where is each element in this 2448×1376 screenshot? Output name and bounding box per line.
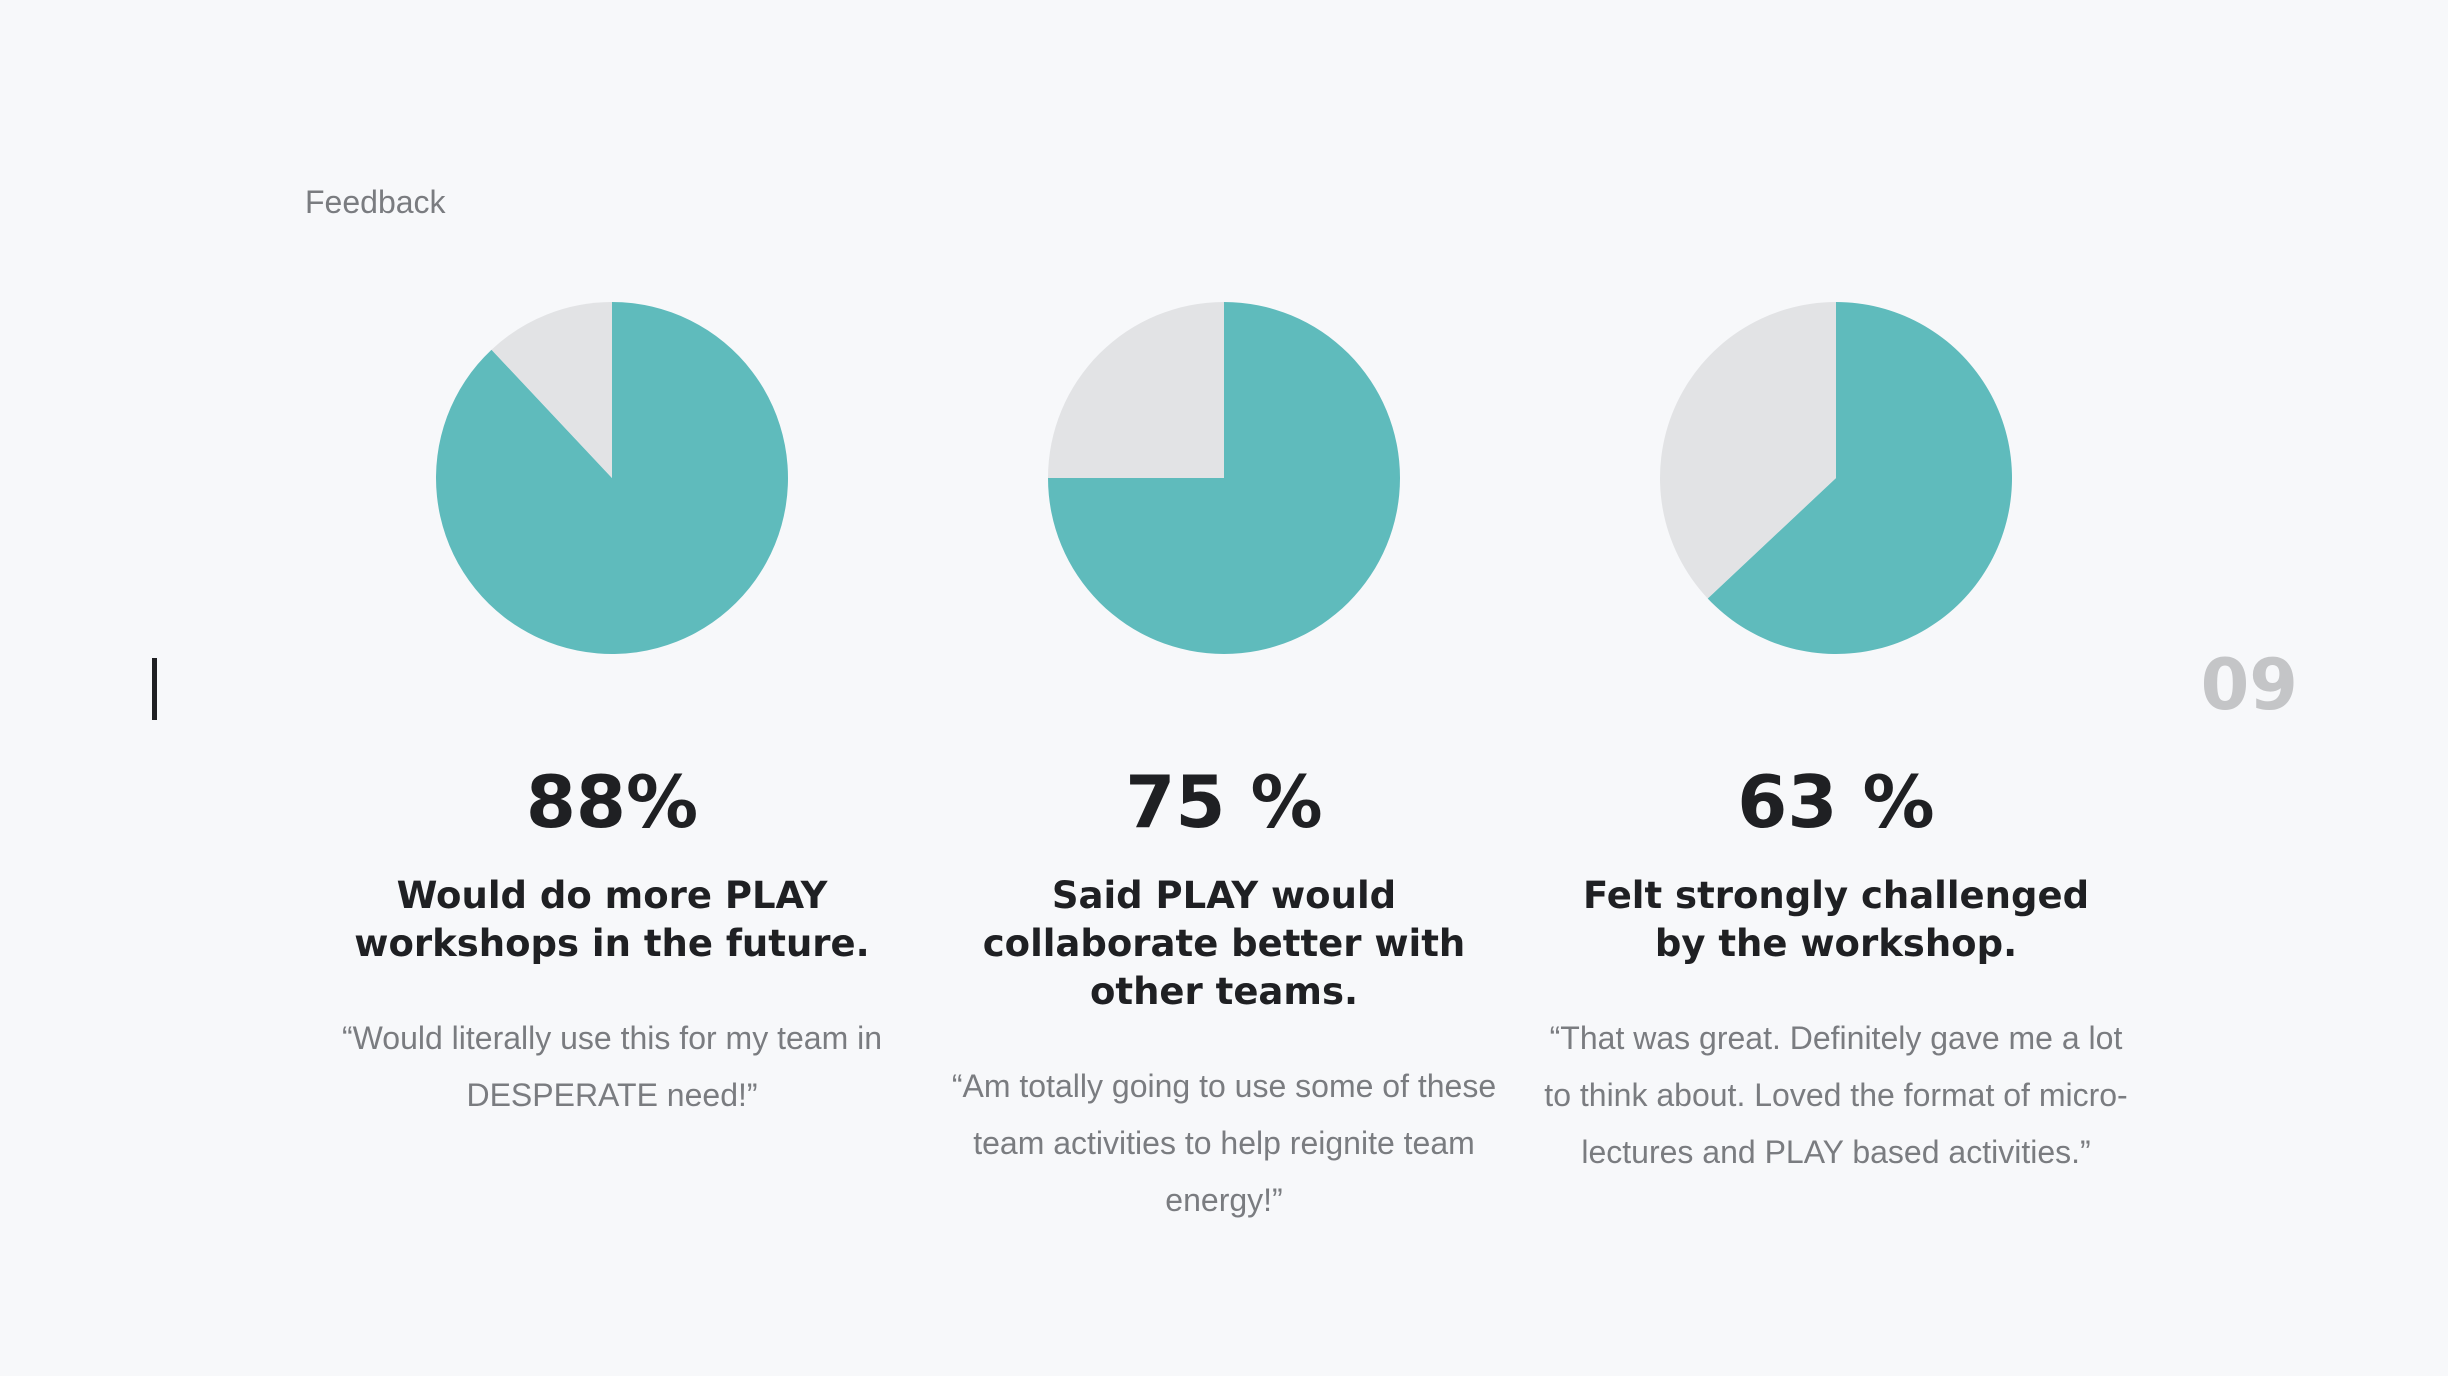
- stat-quote-3: “That was great. Definitely gave me a lo…: [1544, 1020, 2128, 1170]
- section-label: Feedback: [305, 184, 446, 220]
- pie-slice-remainder: [491, 302, 612, 478]
- stat-quote-2: “Am totally going to use some of these t…: [951, 1068, 1497, 1218]
- stat-column-1: 88% Would do more PLAY workshops in the …: [306, 300, 918, 1124]
- pie-chart-1: [436, 302, 788, 654]
- pie-chart-3: [1660, 302, 2012, 654]
- page-number: 09: [2200, 644, 2298, 726]
- stat-statement-1: Would do more PLAY workshops in the futu…: [354, 874, 870, 965]
- stat-statement-3: Felt strongly challenged by the workshop…: [1582, 874, 2090, 965]
- stat-column-2: 75 % Said PLAY would collaborate better …: [918, 300, 1530, 1229]
- side-bar-marker: [152, 658, 157, 720]
- pie-chart-2: [1048, 302, 1400, 654]
- stat-percentage-2: 75 %: [1125, 760, 1323, 844]
- stat-column-3: 63 % Felt strongly challenged by the wor…: [1530, 300, 2142, 1181]
- stat-percentage-1: 88%: [525, 760, 699, 844]
- pie-slice-remainder: [1048, 302, 1224, 478]
- stat-quote-1: “Would literally use this for my team in…: [341, 1020, 883, 1113]
- pie-slice-value: [1707, 302, 2012, 654]
- stat-percentage-3: 63 %: [1737, 760, 1935, 844]
- pie-slice-remainder: [1660, 302, 1836, 599]
- stat-statement-2: Said PLAY would collaborate better with …: [982, 874, 1466, 1013]
